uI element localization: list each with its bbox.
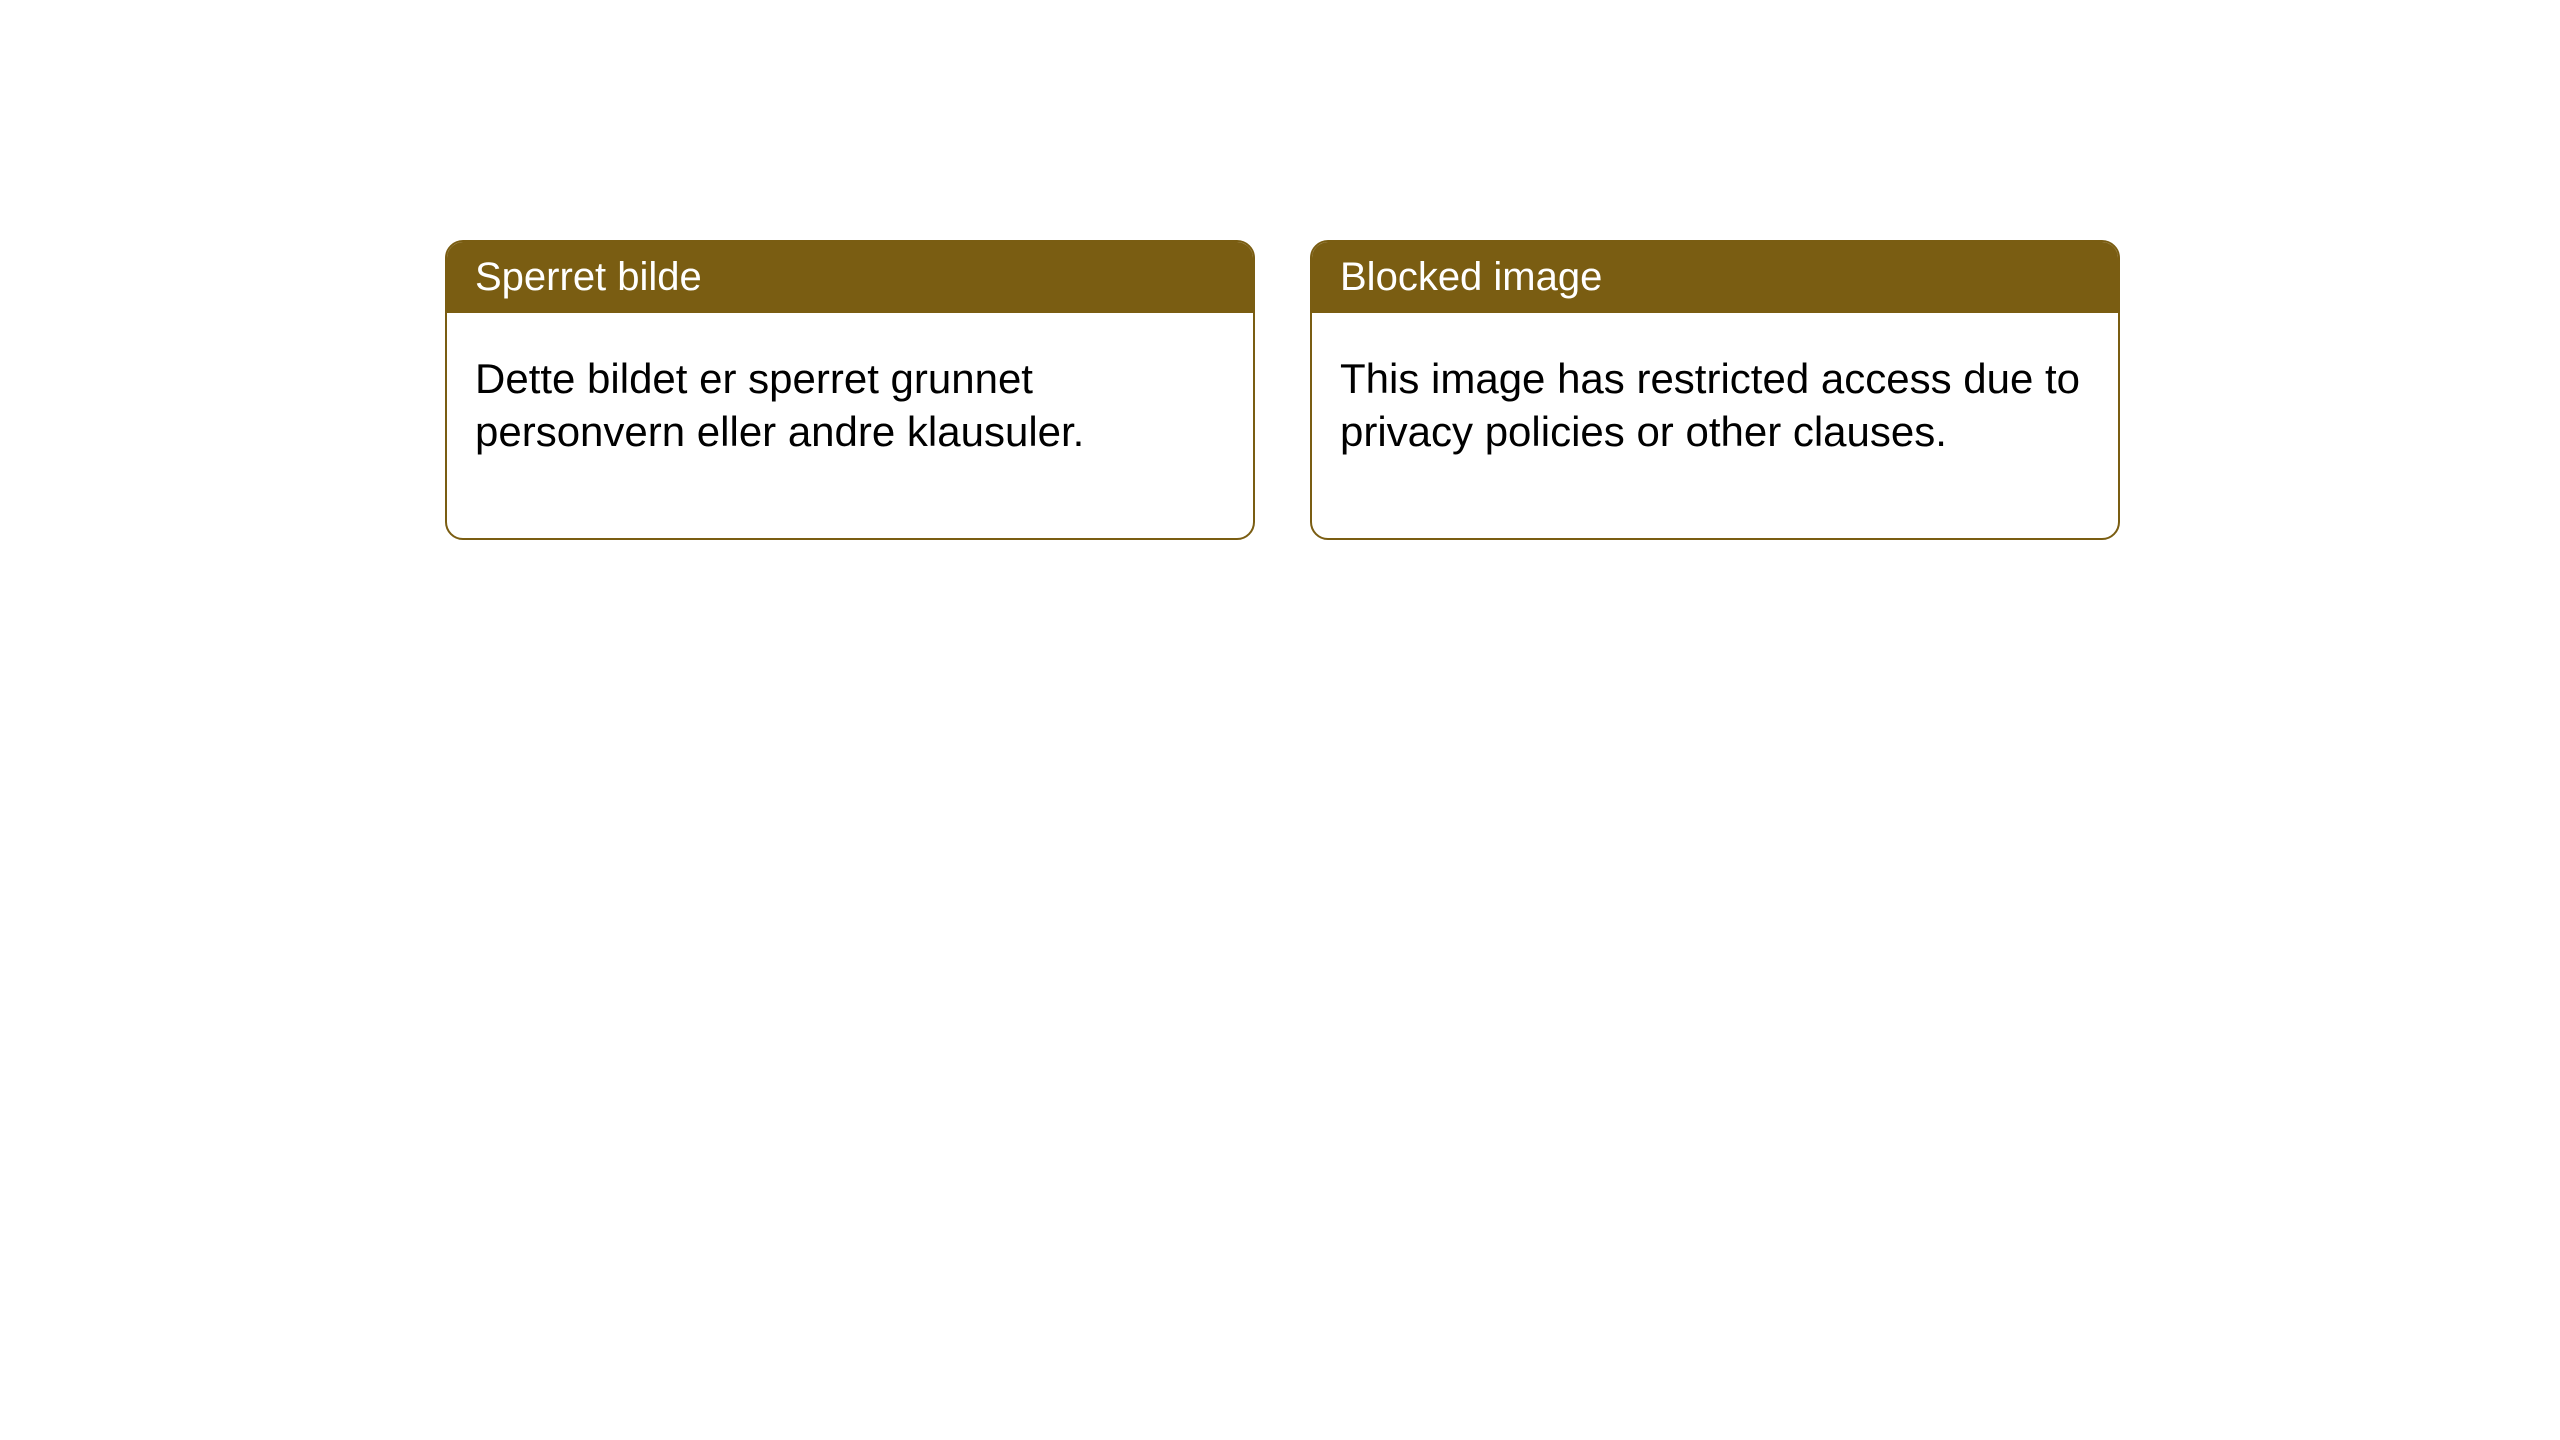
- notice-body-english: This image has restricted access due to …: [1312, 313, 2118, 538]
- notice-card-norwegian: Sperret bilde Dette bildet er sperret gr…: [445, 240, 1255, 540]
- notice-title-norwegian: Sperret bilde: [475, 255, 702, 299]
- notice-card-english: Blocked image This image has restricted …: [1310, 240, 2120, 540]
- notice-body-text-norwegian: Dette bildet er sperret grunnet personve…: [475, 355, 1084, 455]
- notice-container: Sperret bilde Dette bildet er sperret gr…: [445, 240, 2120, 540]
- notice-body-norwegian: Dette bildet er sperret grunnet personve…: [447, 313, 1253, 538]
- notice-header-norwegian: Sperret bilde: [447, 242, 1253, 313]
- notice-title-english: Blocked image: [1340, 255, 1602, 299]
- notice-header-english: Blocked image: [1312, 242, 2118, 313]
- notice-body-text-english: This image has restricted access due to …: [1340, 355, 2080, 455]
